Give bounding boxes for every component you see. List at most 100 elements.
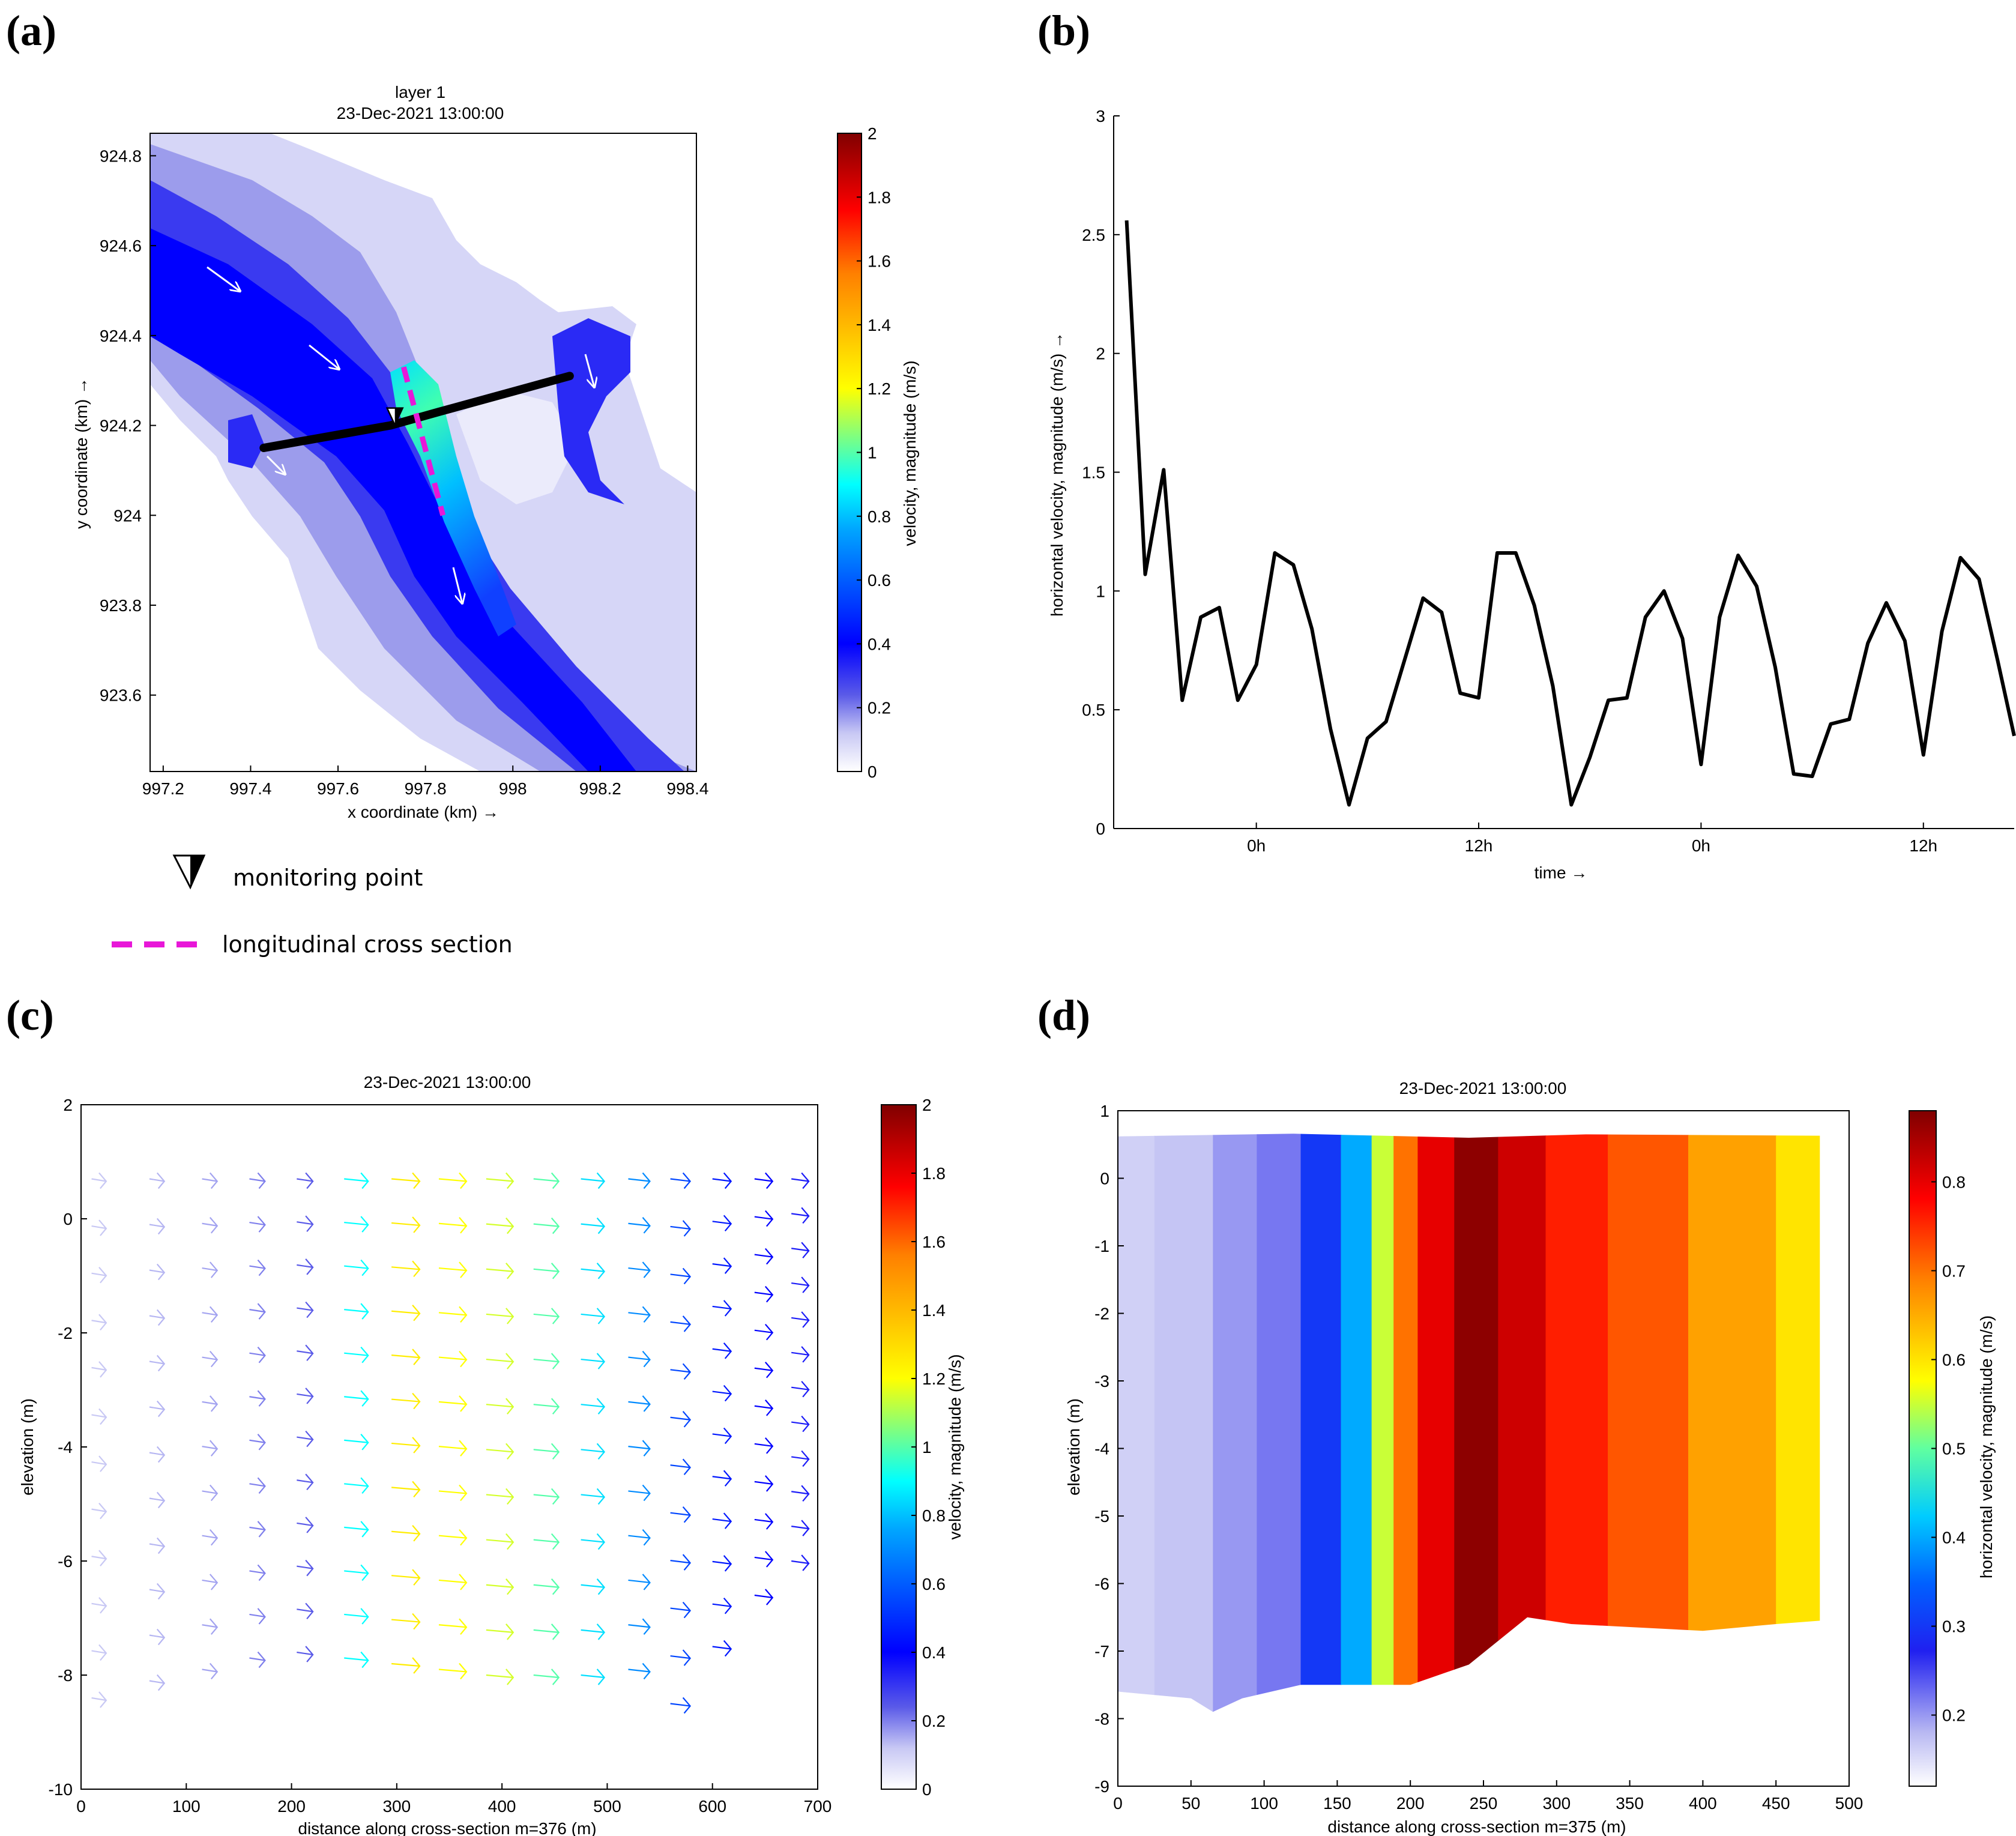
velocity-vector — [149, 1446, 166, 1463]
velocity-vector — [297, 1646, 314, 1662]
velocity-vector — [391, 1172, 421, 1189]
colorbar-tick-label: 0.4 — [1942, 1529, 1966, 1547]
velocity-vector — [628, 1662, 651, 1680]
velocity-vector — [712, 1470, 732, 1487]
velocity-band — [1154, 1134, 1214, 1712]
panel-c-ylabel: elevation (m) — [18, 1398, 37, 1496]
x-tick-label: 600 — [698, 1797, 726, 1816]
velocity-vector — [670, 1267, 692, 1285]
velocity-band — [1393, 1134, 1419, 1712]
velocity-vector — [533, 1217, 560, 1234]
colorbar-tick-label: 1.8 — [868, 188, 891, 207]
velocity-vector — [344, 1521, 369, 1538]
velocity-vector — [628, 1261, 651, 1278]
velocity-vector — [754, 1475, 774, 1492]
velocity-vector — [712, 1427, 732, 1445]
x-tick-label: 0h — [1692, 836, 1710, 855]
colorbar-tick-label: 1 — [868, 444, 877, 462]
velocity-vector — [249, 1477, 266, 1494]
colorbar-tick-label: 0.2 — [922, 1712, 946, 1730]
colorbar-tick-label: 0.8 — [868, 507, 891, 526]
velocity-vector — [391, 1392, 421, 1410]
velocity-vector — [344, 1303, 369, 1320]
legend-longitudinal-section: longitudinal cross section — [222, 931, 513, 958]
velocity-vector — [391, 1481, 421, 1498]
velocity-vector — [486, 1398, 515, 1415]
monitoring-point-legend-icon — [172, 854, 206, 890]
y-tick-label: 3 — [1096, 107, 1105, 125]
velocity-vector — [581, 1398, 606, 1415]
y-tick-label: 924 — [113, 506, 142, 525]
velocity-vector — [297, 1172, 314, 1189]
y-tick-label: -4 — [58, 1438, 73, 1457]
y-tick-label: -6 — [1094, 1575, 1109, 1593]
velocity-vector — [344, 1608, 369, 1625]
velocity-vector — [202, 1484, 219, 1502]
panel-a-colorbar-label: velocity, magnitude (m/s) — [901, 360, 919, 546]
velocity-vector — [754, 1589, 774, 1605]
x-tick-label: 400 — [1689, 1794, 1717, 1813]
y-tick-label: 923.8 — [100, 596, 142, 615]
colorbar-tick-label: 0.8 — [922, 1506, 946, 1525]
velocity-vector — [533, 1578, 560, 1595]
x-tick-label: 500 — [593, 1797, 621, 1816]
velocity-vector — [533, 1398, 560, 1415]
velocity-vector — [249, 1564, 266, 1581]
y-tick-label: 924.6 — [100, 237, 142, 255]
panel-b-xlabel: time → — [1535, 863, 1588, 882]
flow-arrows — [207, 266, 594, 603]
velocity-vector — [149, 1583, 166, 1600]
y-tick-label: -4 — [1094, 1440, 1109, 1458]
velocity-vector — [391, 1437, 421, 1454]
velocity-vector — [533, 1668, 560, 1685]
panel-label-a: (a) — [6, 7, 56, 55]
velocity-band — [1454, 1134, 1499, 1712]
east-blue-patch — [552, 318, 630, 504]
velocity-vector — [628, 1484, 651, 1502]
velocity-vector — [438, 1574, 468, 1590]
velocity-vector — [202, 1350, 219, 1368]
velocity-vector — [391, 1305, 421, 1321]
velocity-vector — [391, 1260, 421, 1278]
colorbar-tick-label: 1.4 — [868, 316, 891, 334]
velocity-band — [1341, 1134, 1372, 1712]
velocity-vector — [791, 1554, 810, 1571]
panel-d-ylabel: elevation (m) — [1064, 1398, 1083, 1496]
velocity-vector — [670, 1697, 692, 1714]
velocity-vector — [581, 1533, 606, 1550]
colorbar-tick-label: 0.6 — [922, 1575, 946, 1593]
velocity-vector — [581, 1263, 606, 1279]
panel-b-ticks: 0h 12h 0h 12h 0 0.5 1 1.5 2 2.5 3 — [1082, 107, 1937, 855]
velocity-vector — [712, 1597, 732, 1614]
velocity-vector — [297, 1473, 314, 1490]
velocity-vector — [670, 1315, 692, 1332]
colorbar-tick-label: 0.7 — [1942, 1261, 1966, 1280]
velocity-vector — [391, 1216, 421, 1233]
velocity-vector — [486, 1533, 515, 1550]
colorbar-tick-label: 0 — [922, 1780, 932, 1799]
velocity-vector — [249, 1259, 266, 1276]
velocity-vector — [533, 1353, 560, 1369]
y-tick-label: 924.4 — [100, 327, 142, 345]
x-tick-label: 700 — [804, 1797, 832, 1816]
velocity-vector — [533, 1172, 560, 1189]
velocity-vector — [249, 1651, 266, 1668]
flow-arrow — [309, 344, 339, 369]
velocity-vector — [297, 1559, 314, 1577]
panel-b-ylabel: horizontal velocity, magnitude (m/s) → — [1048, 332, 1066, 617]
velocity-vector — [149, 1354, 166, 1372]
velocity-vector — [91, 1644, 107, 1661]
velocity-vector — [712, 1640, 732, 1657]
panel-c-vectors: 23-Dec-2021 13:00:00 0 100 200 300 400 500 600… — [18, 1073, 964, 1836]
colorbar-tick-label: 0.6 — [1942, 1350, 1966, 1369]
flow-arrow — [584, 354, 594, 387]
y-tick-label: -8 — [58, 1666, 73, 1685]
x-tick-label: 997.6 — [317, 779, 359, 798]
velocity-vector — [297, 1301, 314, 1318]
panel-c-xlabel: distance along cross-section m=376 (m) — [298, 1819, 596, 1836]
colorbar-tick-label: 0.5 — [1942, 1440, 1966, 1458]
colorbar-tick-label: 1.4 — [922, 1301, 946, 1320]
velocity-vector — [712, 1172, 732, 1189]
colorbar-tick-label: 1.2 — [868, 379, 891, 398]
velocity-vector — [297, 1344, 314, 1361]
